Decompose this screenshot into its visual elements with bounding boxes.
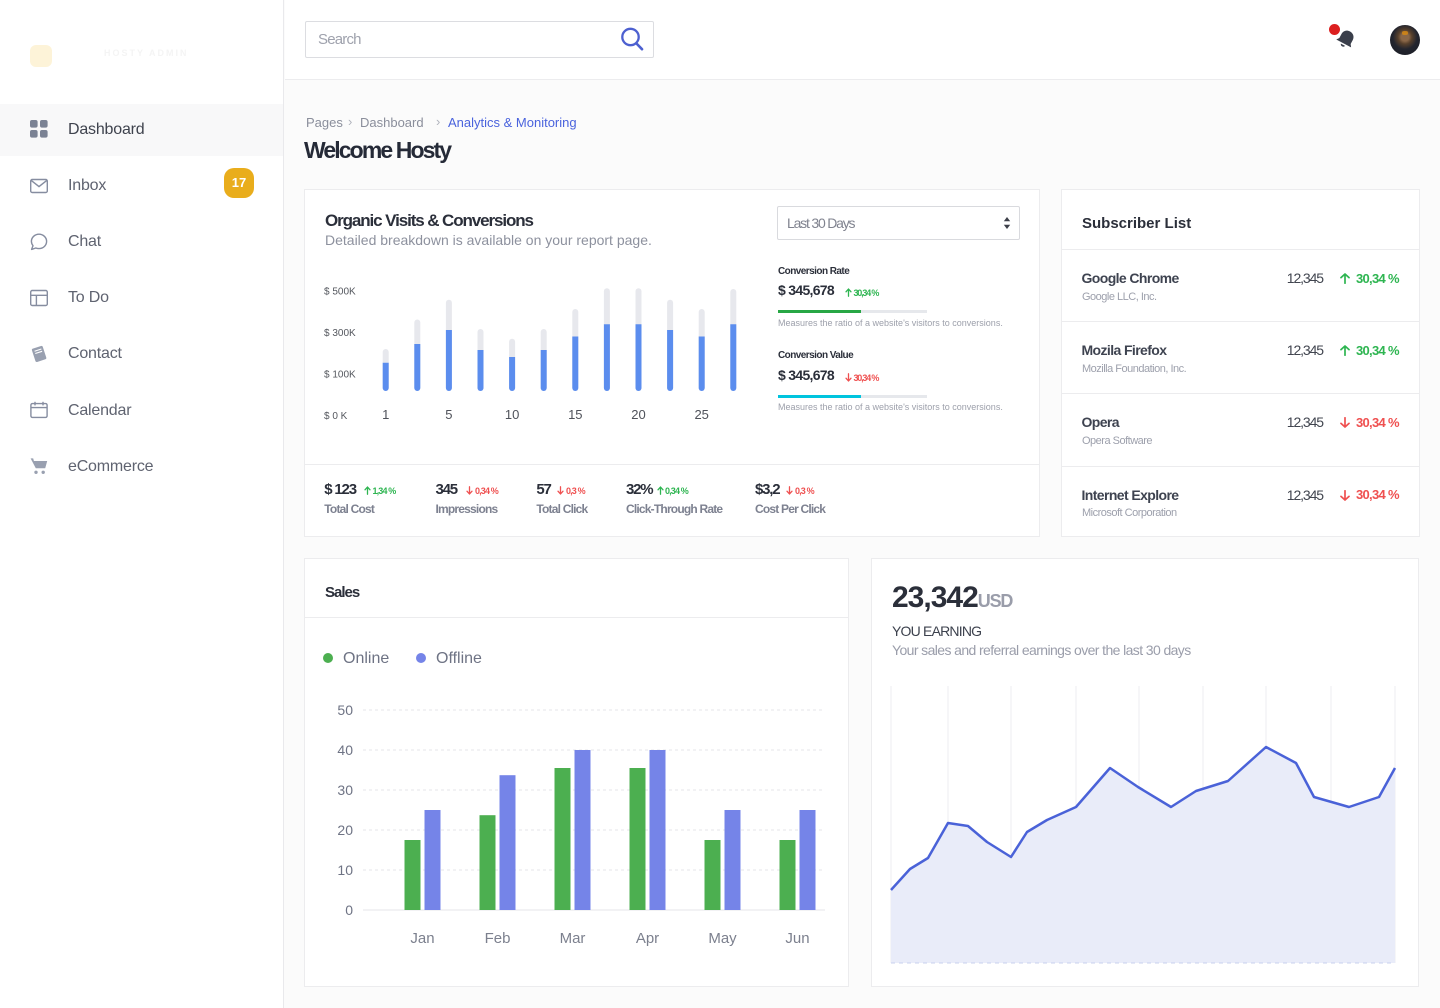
svg-text:20: 20 (337, 822, 353, 838)
svg-text:Mar: Mar (560, 930, 586, 947)
svg-text:25: 25 (694, 407, 708, 422)
svg-text:50: 50 (337, 702, 353, 718)
svg-text:Jan: Jan (410, 930, 434, 947)
svg-text:15: 15 (568, 407, 582, 422)
svg-text:10: 10 (505, 407, 519, 422)
svg-text:40: 40 (337, 742, 353, 758)
svg-text:1: 1 (382, 407, 389, 422)
svg-text:$ 300K: $ 300K (324, 328, 356, 339)
svg-text:30: 30 (337, 782, 353, 798)
svg-text:0: 0 (345, 902, 353, 918)
svg-text:$ 0 K: $ 0 K (324, 411, 348, 422)
svg-text:Feb: Feb (485, 930, 511, 947)
svg-text:10: 10 (337, 862, 353, 878)
svg-text:20: 20 (631, 407, 645, 422)
svg-text:May: May (708, 930, 737, 947)
svg-text:Jun: Jun (785, 930, 809, 947)
svg-text:$ 100K: $ 100K (324, 370, 356, 381)
svg-text:Apr: Apr (636, 930, 659, 947)
svg-text:$ 500K: $ 500K (324, 287, 356, 298)
svg-text:5: 5 (445, 407, 452, 422)
